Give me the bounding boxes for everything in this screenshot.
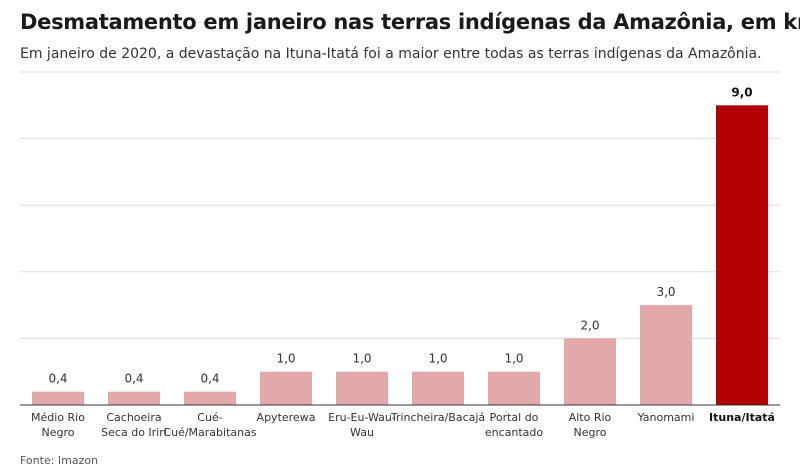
category-label: Negro (574, 426, 607, 439)
category-label: Yanomami (637, 411, 695, 424)
value-label: 0,4 (200, 372, 219, 386)
bar (260, 371, 312, 405)
value-label: 0,4 (48, 372, 67, 386)
bar (32, 391, 84, 405)
bar (716, 105, 768, 406)
bar (640, 305, 692, 405)
chart-title: Desmatamento em janeiro nas terras indíg… (20, 10, 800, 34)
bar (336, 371, 388, 405)
category-label: Portal do (490, 411, 539, 424)
value-label: 0,4 (124, 372, 143, 386)
category-label: Eru-Eu-Wau- (328, 411, 396, 424)
value-label: 9,0 (731, 85, 752, 99)
bar (488, 371, 540, 405)
chart-subtitle: Em janeiro de 2020, a devastação na Itun… (20, 46, 762, 62)
bar (184, 391, 236, 405)
category-label: Trincheira/Bacajá (390, 411, 485, 424)
value-label: 1,0 (428, 352, 447, 366)
value-label: 1,0 (352, 352, 371, 366)
value-label: 1,0 (276, 352, 295, 366)
category-label: Cué/Marabitanas (163, 426, 256, 439)
bar-chart: 0,4 Médio Rio Negro 0,4 Cachoeira Seca do Iri… (20, 71, 780, 439)
source-note: Fonte: Imazon (20, 454, 99, 467)
category-label: Apyterewa (257, 411, 316, 424)
category-label: Ituna/Itatá (709, 411, 775, 424)
bar (412, 371, 464, 405)
value-label: 2,0 (580, 318, 599, 332)
category-label: Médio Rio (31, 411, 85, 424)
category-label: Alto Rio (569, 411, 612, 424)
bar (564, 338, 616, 405)
category-label: Wau (350, 426, 374, 439)
category-label: Negro (42, 426, 75, 439)
category-label: Cué- (197, 411, 222, 424)
category-label: Seca do Iriri (101, 426, 167, 439)
category-label: Cachoeira (106, 411, 161, 424)
value-label: 1,0 (504, 352, 523, 366)
category-label: encantado (485, 426, 544, 439)
bar (108, 391, 160, 405)
value-label: 3,0 (656, 285, 675, 299)
